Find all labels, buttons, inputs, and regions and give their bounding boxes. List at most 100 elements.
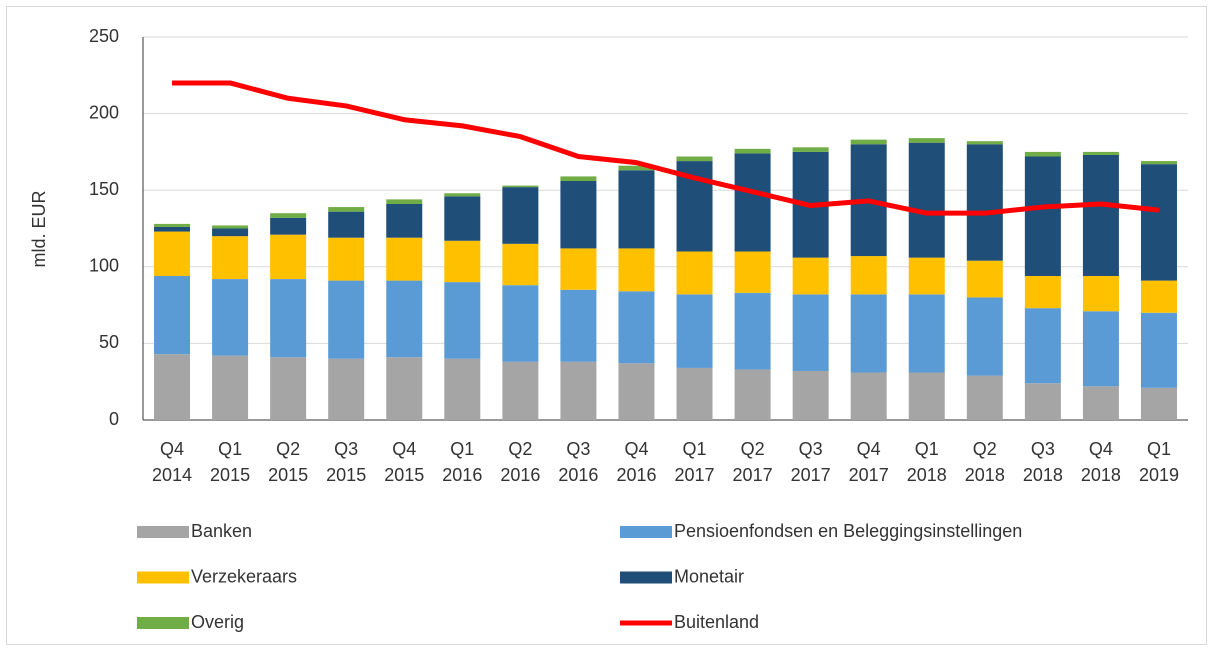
x-tick-label: Q4 2016: [616, 439, 656, 485]
bar-segment: [734, 251, 771, 293]
legend-label: Monetair: [674, 566, 744, 586]
bar-segment: [560, 176, 597, 182]
bar-segment: [676, 294, 713, 368]
bar-segment: [212, 236, 249, 280]
bar-segment: [386, 357, 423, 420]
bar-segment: [386, 203, 423, 238]
bar-segment: [966, 375, 1003, 420]
x-tick-label: Q3 2017: [791, 439, 831, 485]
bar-segment: [212, 228, 249, 237]
bar-segment: [270, 213, 307, 218]
bar-segment: [908, 138, 945, 143]
bar-segment: [792, 294, 829, 371]
chart-frame: [6, 6, 1207, 645]
bar-segment: [1082, 154, 1119, 276]
bar-segment: [386, 237, 423, 281]
y-axis-label: mld. EUR: [29, 190, 49, 267]
bar-segment: [502, 187, 539, 244]
bar-segment: [908, 142, 945, 258]
x-tick-label: Q3 2018: [1023, 439, 1063, 485]
legend-swatch: [137, 571, 189, 584]
bar-segment: [270, 234, 307, 280]
bar-segment: [792, 370, 829, 420]
bar-segment: [154, 226, 191, 232]
bar-segment: [1082, 151, 1119, 155]
bar-segment: [908, 257, 945, 295]
bar-segment: [560, 248, 597, 290]
bar-segment: [850, 139, 887, 145]
bar-segment: [328, 211, 365, 238]
bar-segment: [734, 292, 771, 370]
bar-segment: [1082, 275, 1119, 312]
bar-segment: [212, 279, 249, 356]
bar-segment: [502, 243, 539, 286]
bar-segment: [444, 282, 481, 359]
legend-swatch: [137, 526, 189, 538]
x-tick-label: Q2 2015: [268, 439, 308, 485]
bar-segment: [676, 251, 713, 295]
bar-segment: [1082, 386, 1119, 420]
bar-segment: [444, 193, 481, 197]
bar-segment: [502, 185, 539, 188]
bar-segment: [850, 256, 887, 295]
bar-segment: [154, 231, 191, 276]
x-tick-label: Q1 2018: [907, 439, 947, 485]
x-tick-label: Q3 2016: [558, 439, 598, 485]
bar-segment: [270, 357, 307, 420]
bar-segment: [444, 358, 481, 420]
x-tick-label: Q3 2015: [326, 439, 366, 485]
bar-segment: [1140, 312, 1177, 388]
bar-segment: [1024, 275, 1061, 309]
bar-segment: [792, 257, 829, 295]
bar-segment: [966, 141, 1003, 145]
bar-segment: [444, 240, 481, 283]
bar-segment: [560, 289, 597, 362]
bar-segment: [734, 148, 771, 154]
x-tick-label: Q4 2017: [849, 439, 889, 485]
x-tick-label: Q4 2018: [1081, 439, 1121, 485]
bar-segment: [1024, 308, 1061, 384]
bar-segment: [618, 248, 655, 292]
bar-segment: [908, 372, 945, 420]
bar-segment: [676, 156, 713, 162]
bar-segment: [792, 147, 829, 152]
bar-segment: [270, 279, 307, 358]
bar-segment: [734, 153, 771, 252]
x-tick-label: Q2 2018: [965, 439, 1005, 485]
bar-segment: [966, 260, 1003, 298]
legend-swatch: [137, 617, 189, 629]
bar-segment: [502, 285, 539, 362]
bar-segment: [328, 237, 365, 281]
y-tick-label: 100: [89, 256, 119, 276]
bar-segment: [734, 369, 771, 420]
bar-segment: [386, 280, 423, 358]
x-tick-label: Q1 2016: [442, 439, 482, 485]
x-tick-label: Q1 2019: [1139, 439, 1179, 485]
bar-segment: [1024, 156, 1061, 276]
bar-segment: [502, 361, 539, 420]
x-tick-label: Q2 2017: [733, 439, 773, 485]
bar-segment: [618, 291, 655, 364]
bar-segment: [618, 170, 655, 249]
bar-segment: [618, 363, 655, 420]
legend-swatch: [620, 571, 672, 584]
bar-segment: [676, 367, 713, 420]
bar-segment: [328, 207, 365, 212]
x-tick-label: Q1 2015: [210, 439, 250, 485]
bar-segment: [328, 358, 365, 420]
bar-segment: [270, 217, 307, 235]
legend-label: Verzekeraars: [191, 566, 297, 586]
y-tick-label: 250: [89, 26, 119, 46]
bar-segment: [560, 181, 597, 249]
legend-label: Pensioenfondsen en Beleggingsinstellinge…: [674, 521, 1022, 541]
bar-segment: [1140, 387, 1177, 420]
y-tick-label: 0: [109, 409, 119, 429]
y-tick-label: 150: [89, 179, 119, 199]
bar-segment: [1140, 161, 1177, 165]
bar-segment: [850, 372, 887, 420]
bar-segment: [850, 294, 887, 373]
line: [172, 80, 1160, 216]
x-tick-label: Q4 2015: [384, 439, 424, 485]
y-tick-label: 200: [89, 102, 119, 122]
